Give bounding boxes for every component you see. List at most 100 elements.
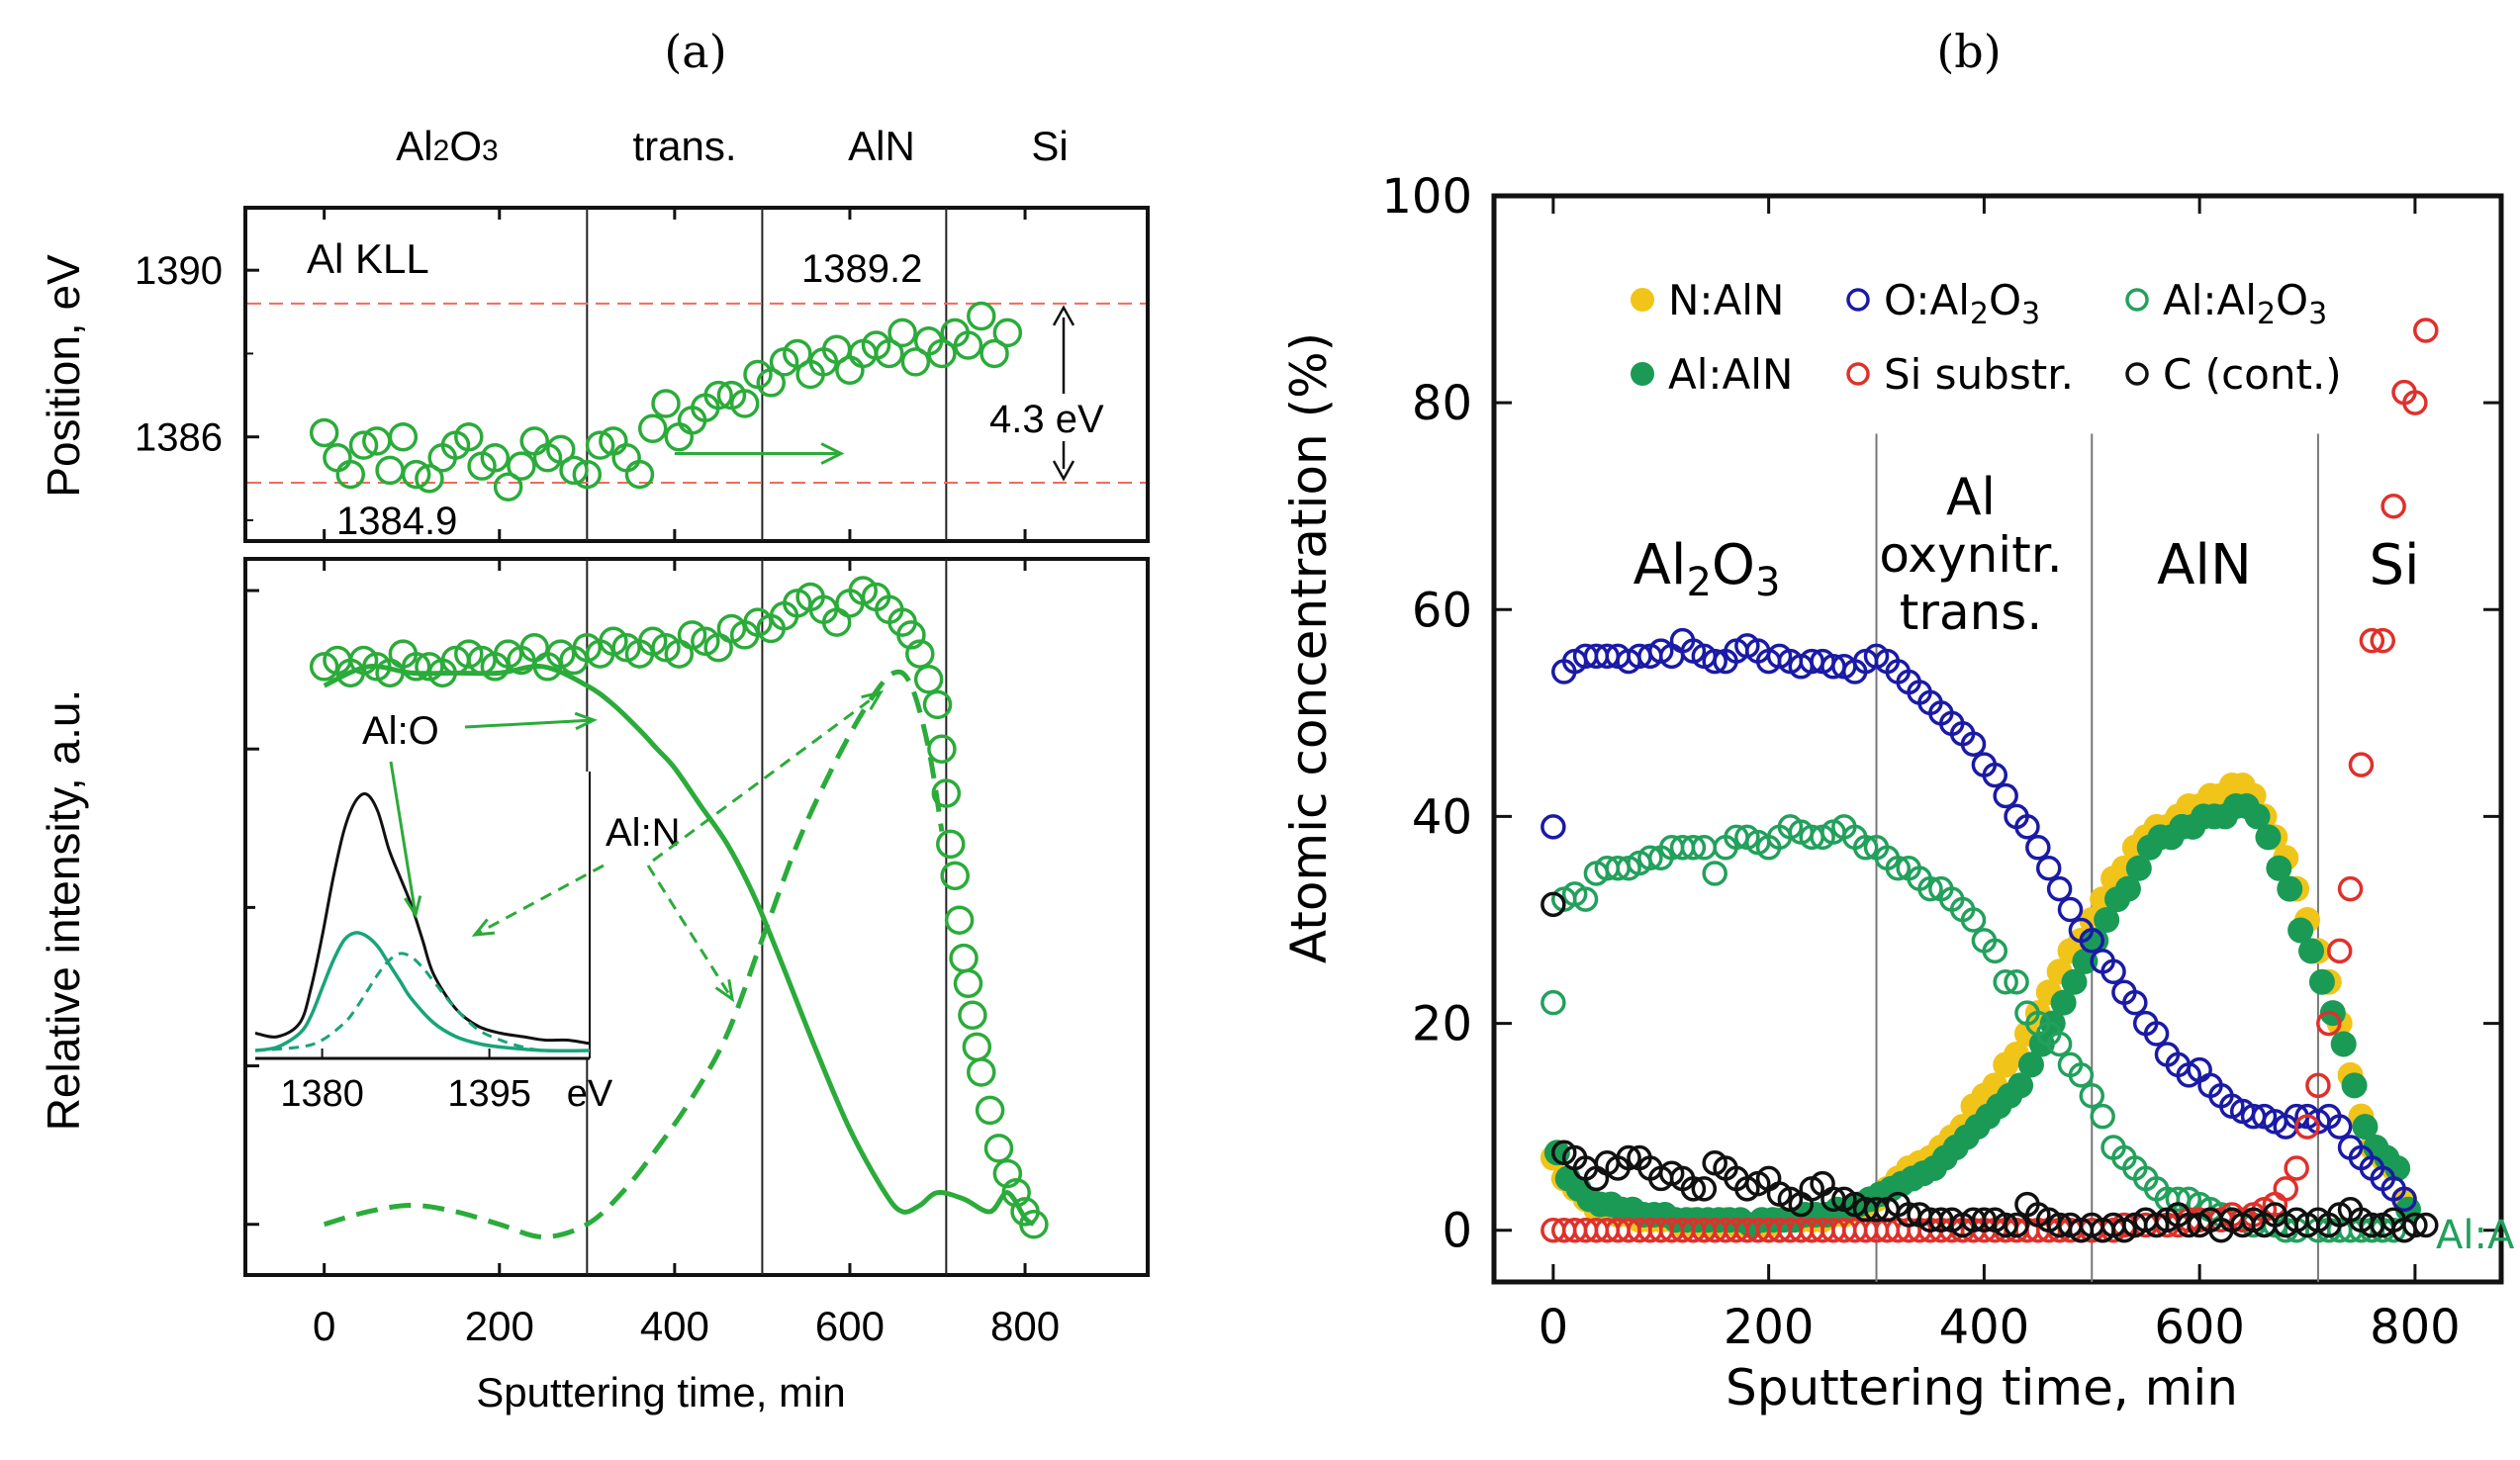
- data-point: [2352, 1114, 2379, 1141]
- position-point: [309, 417, 339, 448]
- position-point: [887, 318, 917, 348]
- legend: N:AlN O:Al2O3 Al:Al2O3 Al:AlN Si substr. C (c…: [1631, 276, 2342, 399]
- intensity-point: [931, 778, 962, 808]
- position-point: [323, 443, 352, 473]
- data-point: [2255, 824, 2282, 851]
- intensity-point: [454, 639, 484, 669]
- intensity-point: [309, 652, 339, 682]
- region-aln-label: AlN: [2157, 533, 2252, 597]
- intensity-point: [415, 652, 444, 682]
- data-point: [2337, 875, 2364, 902]
- legend-marker: [2125, 288, 2149, 312]
- region-oxynitr-label: oxynitr.: [1879, 526, 2062, 584]
- position-point: [953, 330, 983, 360]
- position-point: [900, 347, 931, 377]
- data-point: [2244, 803, 2271, 830]
- data-point: [2402, 1212, 2428, 1238]
- data-point: [1616, 1144, 1641, 1171]
- y-tick-label: 1390: [135, 249, 223, 293]
- intensity-point: [348, 645, 379, 676]
- panel-b-ylabel: Atomic concentration (%): [1280, 332, 1338, 963]
- data-point: [2284, 1155, 2309, 1181]
- x-tick-label: 600: [2154, 1300, 2245, 1355]
- data-point: [2017, 1051, 2044, 1078]
- intensity-point: [922, 689, 953, 720]
- data-point: [1982, 762, 2008, 788]
- inset-bg: [255, 772, 590, 1058]
- high-value-label: 1389.2: [801, 247, 922, 291]
- position-point: [559, 455, 589, 486]
- data-point: [2050, 989, 2077, 1016]
- data-point: [2273, 1176, 2298, 1202]
- data-point: [2341, 1072, 2368, 1099]
- data-point: [1982, 938, 2008, 964]
- y-tick-label: 40: [1412, 789, 1472, 845]
- data-point: [1702, 861, 1727, 886]
- al-o-label-bg: [354, 704, 463, 754]
- position-point: [572, 459, 603, 490]
- legend-marker: [1631, 362, 1654, 386]
- intensity-point: [992, 1158, 1023, 1189]
- delta-arrowhead: [1052, 460, 1075, 482]
- data-point: [1540, 989, 1566, 1016]
- region-al-label: Al: [1946, 468, 1996, 527]
- data-point: [1885, 855, 1912, 881]
- intensity-point: [927, 734, 957, 764]
- data-point: [2025, 835, 2051, 861]
- intensity-point: [599, 626, 628, 657]
- data-point: [2277, 875, 2303, 902]
- legend-marker: [2125, 362, 2149, 386]
- position-point: [585, 430, 615, 460]
- intensity-point: [962, 1032, 992, 1062]
- intensity-point: [958, 1000, 987, 1031]
- x-tick-label: 400: [640, 1303, 709, 1349]
- data-point: [2004, 1212, 2029, 1238]
- position-point: [835, 355, 865, 386]
- low-value-label: 1384.9: [336, 500, 457, 543]
- al-n-curve: [323, 669, 945, 1240]
- data-point: [2391, 1186, 2417, 1213]
- data-point: [2413, 1212, 2439, 1238]
- legend-marker: [1846, 288, 1870, 312]
- legend-marker: [1631, 288, 1654, 312]
- intensity-point: [743, 607, 773, 637]
- legend-label: O:Al2O3: [1884, 276, 2040, 331]
- al-n-arrow-main-head: [714, 979, 735, 1003]
- data-point: [2072, 948, 2099, 974]
- intensity-point: [493, 639, 523, 669]
- al-kll-label: Al KLL: [307, 235, 429, 282]
- panel-a-xlabel: Sputtering time, min: [476, 1369, 846, 1415]
- intensity-ylabel: Relative intensity, a.u.: [38, 689, 89, 1132]
- y-tick-label: 1386: [135, 416, 223, 460]
- y-tick-label: 60: [1412, 583, 1472, 638]
- data-point: [2326, 1114, 2353, 1140]
- panel-b-label: (b): [1936, 25, 2001, 78]
- shift-arrowhead: [820, 442, 845, 465]
- position-point: [783, 338, 812, 369]
- intensity-point: [913, 664, 944, 694]
- intensity-point: [967, 1057, 996, 1087]
- position-point: [348, 430, 379, 460]
- panel-b-frame: [1491, 193, 2504, 1285]
- data-point: [2326, 938, 2353, 964]
- data-point: [2046, 1031, 2073, 1057]
- data-point: [2079, 928, 2105, 954]
- x-tick-label: 0: [1539, 1300, 1569, 1355]
- data-point: [2287, 917, 2314, 944]
- data-point: [1540, 891, 1566, 918]
- legend-label: Al:Al2O3: [2163, 276, 2327, 331]
- y-tick-label: 20: [1412, 997, 1472, 1052]
- intensity-point: [949, 943, 979, 973]
- data-point: [2384, 1154, 2411, 1181]
- x-tick-label: 400: [1939, 1300, 2030, 1355]
- intensity-point: [940, 861, 970, 891]
- region-aln: AlN: [848, 123, 915, 169]
- position-point: [980, 338, 1009, 369]
- series-o-al2o3: [1540, 627, 2417, 1213]
- position-point: [875, 338, 904, 369]
- al-o-arrow-inset: [389, 761, 418, 916]
- position-point: [519, 426, 549, 456]
- y-tick-label: 0: [1442, 1204, 1472, 1259]
- legend-label: N:AlN: [1668, 276, 1784, 324]
- data-point: [2046, 875, 2073, 902]
